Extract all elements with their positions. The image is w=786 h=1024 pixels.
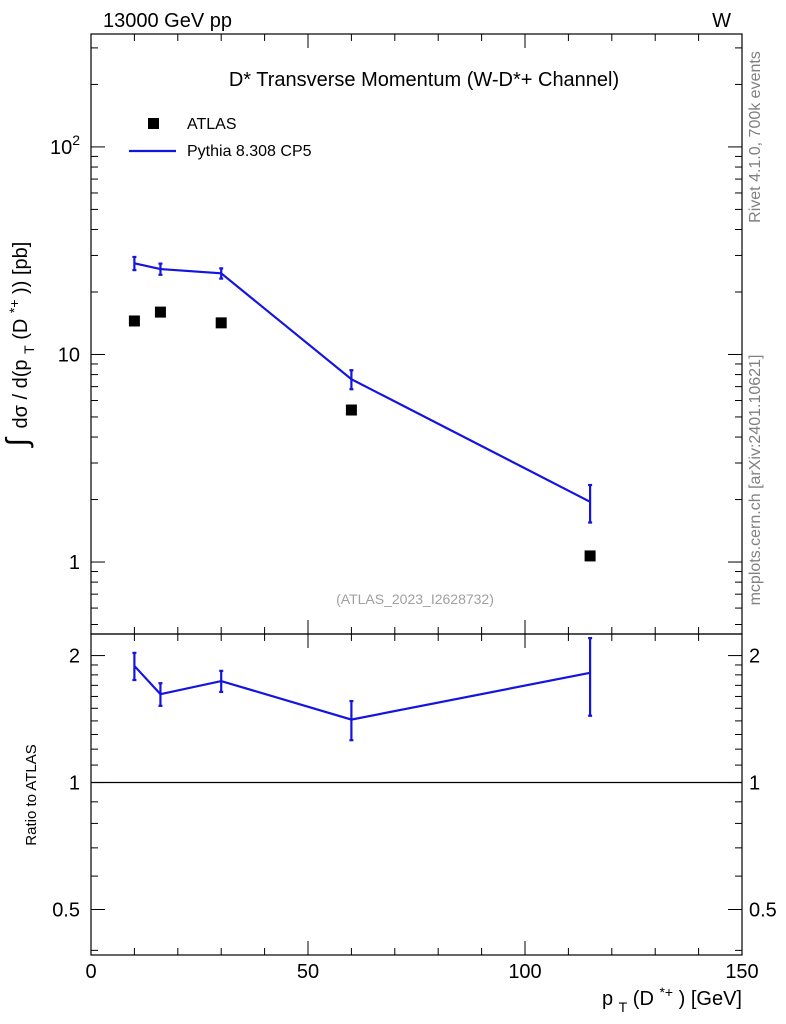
ratio-y-tick-label-left: 2: [69, 646, 80, 668]
mcplots-source-label: mcplots.cern.ch [arXiv:2401.10621]: [747, 355, 764, 606]
ratio-y-tick-label-left: 1: [69, 773, 80, 795]
x-axis-label-sub: T: [619, 999, 628, 1015]
rivet-version-label: Rivet 4.1.0, 700k events: [747, 51, 764, 223]
y-axis-label-sub: T: [21, 345, 37, 354]
ratio-y-tick-label-right: 0.5: [749, 899, 777, 921]
x-tick-label: 150: [725, 961, 758, 983]
y-tick-label: 102: [50, 132, 80, 159]
legend-marker-atlas: [148, 118, 159, 129]
y-axis-label-tail: )) [pb]: [10, 242, 32, 294]
atlas-data-point: [215, 317, 227, 329]
ratio-line-pythia: [133, 665, 591, 721]
svg-text:∫ dσ / d(p T: ∫ dσ / d(p T (D *+ )) [pb]: [1, 242, 39, 449]
legend-label-pythia: Pythia 8.308 CP5: [187, 143, 312, 160]
header-energy-label: 13000 GeV pp: [103, 10, 232, 32]
ratio-y-tick-label-right: 1: [749, 773, 760, 795]
y-axis-label-sup: *+: [6, 300, 22, 314]
atlas-data-point: [154, 306, 166, 318]
atlas-data-point: [345, 404, 357, 416]
x-axis-label: p T (D *+ ) [GeV]: [602, 980, 742, 1017]
x-axis-label-main: p: [602, 988, 613, 1010]
x-tick-label: 50: [297, 961, 319, 983]
x-axis-label-sup: *+: [659, 984, 673, 1000]
x-axis-label-mid: (D: [633, 988, 654, 1010]
x-tick-label: 100: [508, 961, 541, 983]
main-panel-data: [128, 255, 596, 562]
ratio-y-tick-label-left: 0.5: [52, 899, 80, 921]
y-axis-label-main: dσ / d(p: [10, 359, 32, 428]
x-axis-label-tail: ) [GeV]: [679, 988, 742, 1010]
atlas-data-point: [128, 315, 140, 327]
svg-text:p T (D *+: p T (D *+ ) [GeV]: [602, 980, 742, 1017]
ratio-y-axis-label: Ratio to ATLAS: [23, 744, 40, 845]
ratio-panel-data: [91, 637, 742, 784]
y-tick-label: 1: [69, 552, 80, 574]
header-process-label: W: [712, 10, 731, 32]
x-tick-label: 0: [85, 961, 96, 983]
y-axis-label: ∫ dσ / d(p T (D *+ )) [pb]: [1, 242, 39, 449]
y-axis-label-integral: ∫: [1, 436, 34, 448]
analysis-id-label: (ATLAS_2023_I2628732): [336, 591, 494, 607]
series-line-pythia: [134, 262, 591, 503]
main-panel-ticks: 1 10 102: [50, 34, 743, 634]
ratio-y-tick-label-right: 2: [749, 646, 760, 668]
atlas-data-point: [584, 550, 596, 562]
y-axis-label-mid: (D: [10, 319, 32, 340]
legend-label-atlas: ATLAS: [187, 116, 237, 133]
ratio-panel-frame: [90, 633, 743, 956]
chart-title: D* Transverse Momentum (W-D*+ Channel): [229, 69, 619, 91]
y-tick-label: 10: [58, 344, 80, 366]
